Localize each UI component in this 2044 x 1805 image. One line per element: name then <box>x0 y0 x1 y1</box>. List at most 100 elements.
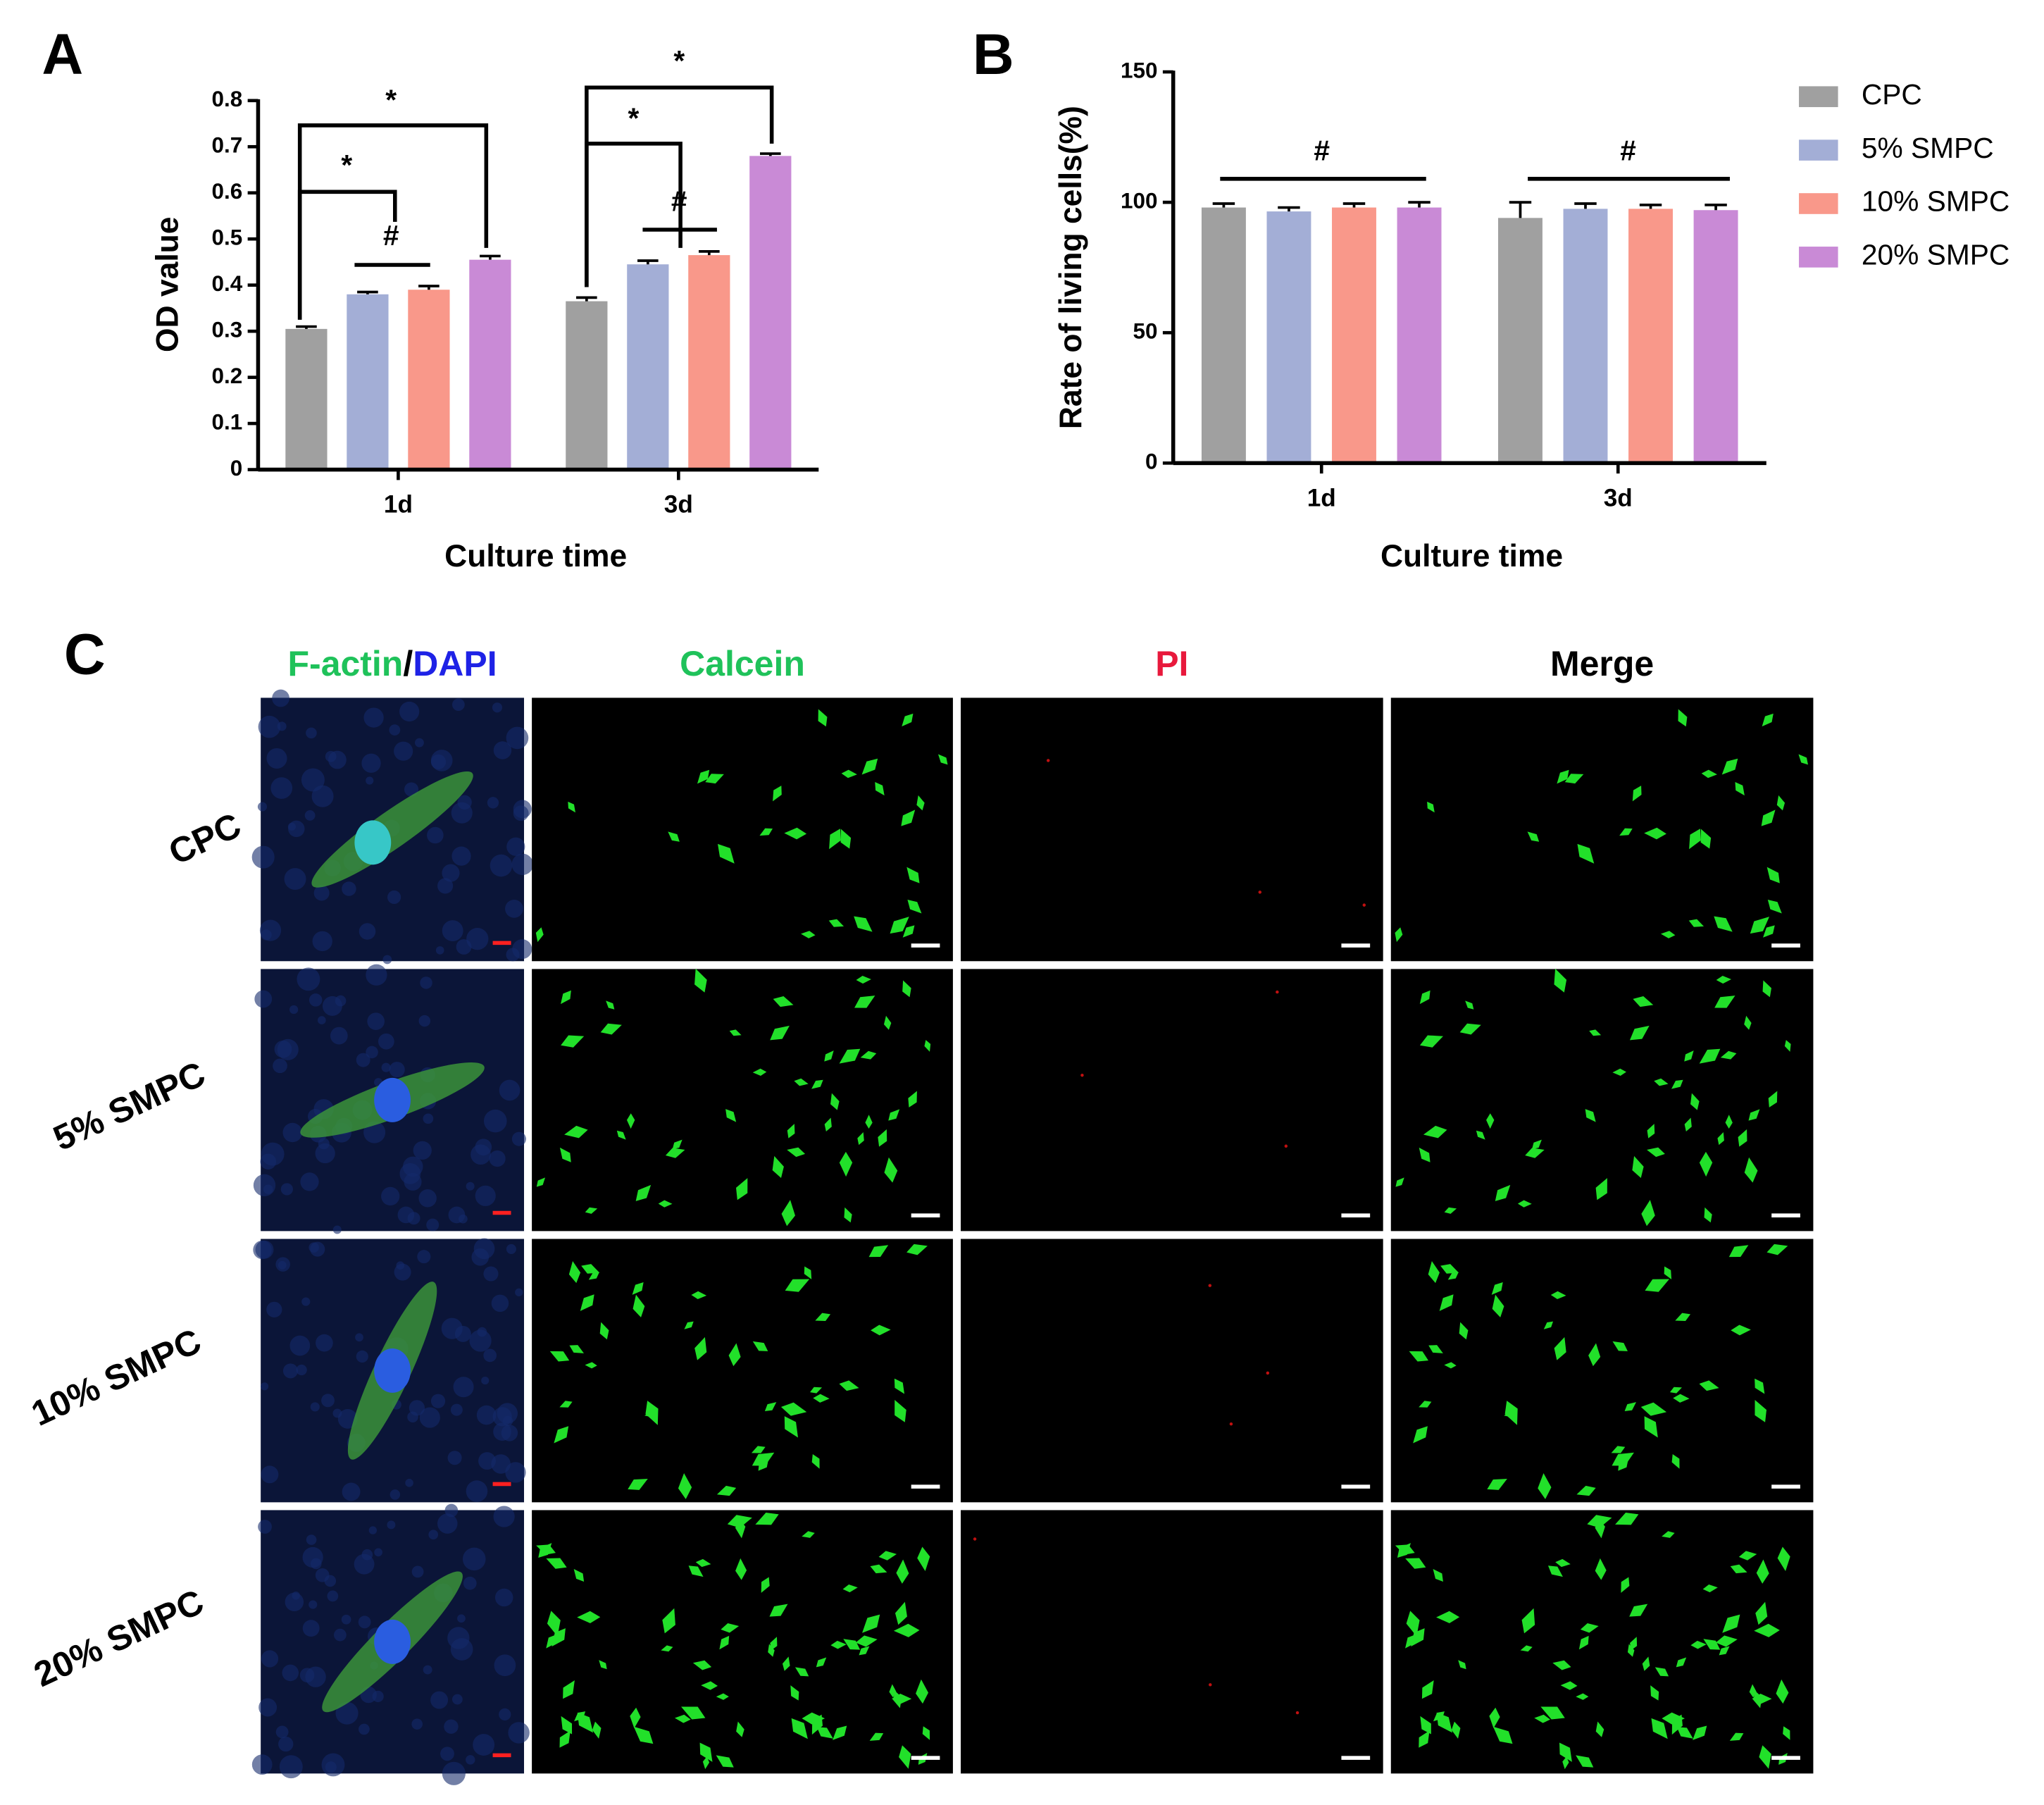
background-speckle <box>511 1131 526 1146</box>
bar <box>688 255 730 470</box>
cell <box>1554 968 1567 993</box>
cell <box>1527 831 1540 842</box>
background-speckle <box>275 1725 289 1739</box>
cell <box>1451 1721 1461 1739</box>
background-speckle <box>390 1489 401 1500</box>
cell <box>561 990 571 1005</box>
cell <box>773 996 794 1007</box>
dead-cell <box>1284 1144 1288 1148</box>
cell <box>705 774 724 784</box>
background-speckle <box>451 802 473 824</box>
error-bar <box>1212 202 1235 208</box>
cell <box>1547 1565 1563 1577</box>
cell <box>1642 1656 1650 1671</box>
cell <box>681 1706 706 1720</box>
cell <box>697 769 710 784</box>
background-speckle <box>473 1734 495 1756</box>
cell <box>645 1401 659 1425</box>
cell <box>1395 927 1403 943</box>
cell <box>859 1646 870 1656</box>
cell <box>1700 829 1712 849</box>
y-tick-label: 100 <box>1121 188 1157 213</box>
background-speckle <box>296 1364 307 1376</box>
bar <box>1266 211 1311 464</box>
cell <box>902 925 915 938</box>
cell <box>1629 1025 1650 1041</box>
background-speckle <box>253 1174 276 1196</box>
cell <box>1748 1109 1760 1121</box>
cell <box>824 1117 832 1132</box>
background-speckle <box>366 1046 378 1059</box>
legend-label: CPC <box>1862 78 1922 111</box>
cell <box>721 1623 740 1633</box>
cell <box>824 1050 834 1062</box>
cell <box>1768 1091 1778 1108</box>
cell <box>1756 1559 1769 1584</box>
cell <box>538 1543 552 1558</box>
cell <box>1585 1109 1596 1122</box>
cell <box>790 1685 799 1701</box>
cell <box>1595 1178 1607 1201</box>
cell <box>725 1109 737 1122</box>
cell <box>633 1726 654 1744</box>
cell <box>1701 769 1717 779</box>
error-bar <box>637 259 659 265</box>
cell <box>1589 1029 1602 1036</box>
cell <box>684 1321 694 1329</box>
cell <box>599 1322 609 1340</box>
y-axis-title: OD value <box>150 216 185 352</box>
cell <box>702 1756 710 1770</box>
cell <box>804 1266 812 1279</box>
cell <box>860 1050 877 1060</box>
cell <box>1647 1147 1665 1158</box>
background-speckle <box>389 1062 405 1078</box>
cell <box>1619 828 1633 836</box>
column-header-part: Calcein <box>680 644 805 683</box>
cell <box>895 1601 907 1625</box>
error-bar <box>576 296 597 302</box>
significance-mark: # <box>1620 135 1636 167</box>
legend-swatch <box>1799 193 1838 214</box>
cell <box>1719 1646 1730 1656</box>
y-axis-title: Rate of living cells(%) <box>1054 106 1088 429</box>
bar <box>1628 209 1673 464</box>
dead-cell <box>1266 1371 1270 1375</box>
cell <box>1777 1546 1790 1572</box>
cell <box>1440 1264 1459 1274</box>
cell <box>1699 1048 1721 1064</box>
cell <box>606 1000 615 1010</box>
background-speckle <box>355 1333 363 1342</box>
error-bar <box>1574 202 1597 209</box>
background-speckle <box>316 1334 333 1352</box>
cell <box>1576 1485 1596 1496</box>
background-speckle <box>363 707 384 728</box>
cell <box>1444 1207 1457 1214</box>
cytoskeleton <box>311 771 473 888</box>
background-speckle <box>492 702 503 713</box>
cell <box>662 1608 675 1634</box>
cell <box>559 1401 573 1408</box>
cell <box>536 1177 546 1187</box>
panel-label: C <box>64 622 106 686</box>
cell <box>899 1745 911 1769</box>
background-speckle <box>325 1761 337 1773</box>
cell <box>1654 1667 1669 1677</box>
background-speckle <box>477 1327 487 1337</box>
cell <box>770 1637 778 1651</box>
cell <box>802 1531 815 1538</box>
cell <box>855 1635 878 1647</box>
background-speckle <box>274 1040 292 1058</box>
background-speckle <box>381 1186 400 1206</box>
micrograph <box>532 1239 953 1503</box>
cell <box>751 1446 766 1453</box>
cell <box>902 980 911 998</box>
cell <box>549 1351 570 1362</box>
background-speckle <box>301 1297 311 1306</box>
cell <box>1731 1325 1751 1336</box>
background-speckle <box>437 1513 458 1534</box>
background-speckle <box>459 1214 468 1224</box>
background-speckle <box>259 919 282 941</box>
cell <box>1427 801 1435 813</box>
cell <box>772 1155 784 1179</box>
cell <box>1671 1453 1680 1469</box>
